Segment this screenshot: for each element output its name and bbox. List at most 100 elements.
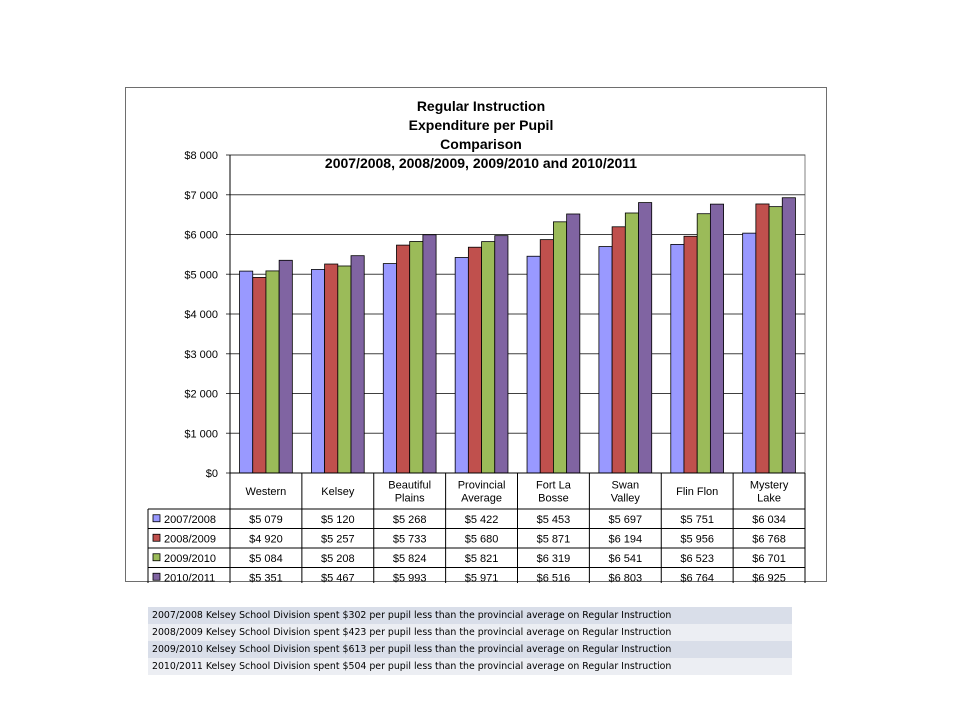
bar [239,270,254,474]
data-label: $6 516 [537,572,571,583]
bar [252,277,267,474]
y-tick-label: $6 000 [184,230,218,242]
bar [624,212,639,474]
data-label: $5 971 [465,572,499,583]
category-label: Lake [757,493,781,505]
y-tick-label: $5 000 [184,269,218,281]
data-label: $5 680 [465,533,499,545]
data-label: $5 120 [321,514,355,526]
bar [539,239,554,474]
bar [409,241,424,474]
bar [382,263,397,474]
data-label: $5 467 [321,572,355,583]
bar [755,203,770,474]
category-label: Valley [611,493,641,505]
data-label: $6 194 [608,533,642,545]
note-row: 2007/2008 Kelsey School Division spent $… [148,607,792,624]
data-label: $5 751 [680,514,714,526]
chart-title-line: 2007/2008, 2008/2009, 2009/2010 and 2010… [325,155,637,171]
series-name: 2008/2009 [164,533,216,545]
bar [553,221,568,474]
legend-key [152,553,161,562]
y-tick-label: $1 000 [184,428,218,440]
data-label: $6 768 [752,533,786,545]
data-label: $5 079 [249,514,283,526]
chart-title-line: Expenditure per Pupil [409,117,554,133]
bar [311,269,326,474]
data-label: $5 956 [680,533,714,545]
category-label: Plains [395,493,425,505]
chart-title-line: Comparison [440,136,522,152]
bar [611,226,626,474]
chart-frame: $0 $1 000 $2 000 $3 000 $4 000 $5 000 $6 000 $7… [125,87,827,583]
category-label: Beautiful [388,480,431,492]
bar [696,213,711,474]
bar [709,203,724,474]
data-label: $5 084 [249,553,283,565]
data-label: $4 920 [249,533,283,545]
bar [683,235,698,474]
data-label: $5 208 [321,553,355,565]
series-name: 2007/2008 [164,514,216,526]
bar [670,243,685,474]
chart-title-line: Regular Instruction [417,98,545,114]
bar [566,213,581,474]
data-label: $6 319 [537,553,571,565]
data-label: $6 034 [752,514,786,526]
y-tick-label: $7 000 [184,190,218,202]
y-tick-label: $3 000 [184,349,218,361]
bar [494,235,509,474]
category-label: Swan [612,480,640,492]
legend-key [152,572,161,581]
bar [350,255,365,474]
bar-chart: $0 $1 000 $2 000 $3 000 $4 000 $5 000 $6 000 $7… [147,98,806,583]
note-row: 2010/2011 Kelsey School Division spent $… [148,658,792,675]
bar [467,246,482,474]
data-label: $5 824 [393,553,427,565]
bar [598,246,613,474]
note-row: 2009/2010 Kelsey School Division spent $… [148,641,792,658]
data-label: $5 993 [393,572,427,583]
category-label: Western [246,486,287,498]
series-name: 2010/2011 [164,572,215,583]
bar [422,234,437,474]
data-label: $5 697 [608,514,642,526]
bar [278,259,293,474]
data-label: $5 821 [465,553,499,565]
data-label: $6 764 [680,572,714,583]
legend-key [152,514,161,523]
data-label: $6 701 [752,553,786,565]
data-label: $6 803 [608,572,642,583]
data-label: $5 268 [393,514,427,526]
y-tick-label: $2 000 [184,389,218,401]
data-label: $5 733 [393,533,427,545]
bar [781,197,796,474]
y-tick-label: $0 [206,468,218,480]
data-label: $6 523 [680,553,714,565]
data-label: $5 871 [537,533,571,545]
category-label: Average [461,493,502,505]
bar [526,255,541,474]
category-label: Bosse [538,493,569,505]
bar [481,241,496,474]
bar [638,202,653,474]
y-tick-label: $4 000 [184,309,218,321]
category-label: Provincial [458,480,506,492]
data-label: $6 925 [752,572,786,583]
bar [265,270,280,474]
bar [396,244,411,474]
data-label: $5 351 [249,572,283,583]
category-label: Kelsey [321,486,355,498]
notes-table: 2007/2008 Kelsey School Division spent $… [148,607,792,675]
bar [454,257,469,474]
bar [768,206,783,474]
legend-key [152,533,161,542]
data-label: $6 541 [608,553,642,565]
bar [324,263,339,474]
category-label: Fort La [536,480,572,492]
bar [337,265,352,474]
category-label: Flin Flon [676,486,718,498]
series-name: 2009/2010 [164,553,216,565]
data-label: $5 453 [537,514,571,526]
y-tick-label: $8 000 [184,150,218,162]
